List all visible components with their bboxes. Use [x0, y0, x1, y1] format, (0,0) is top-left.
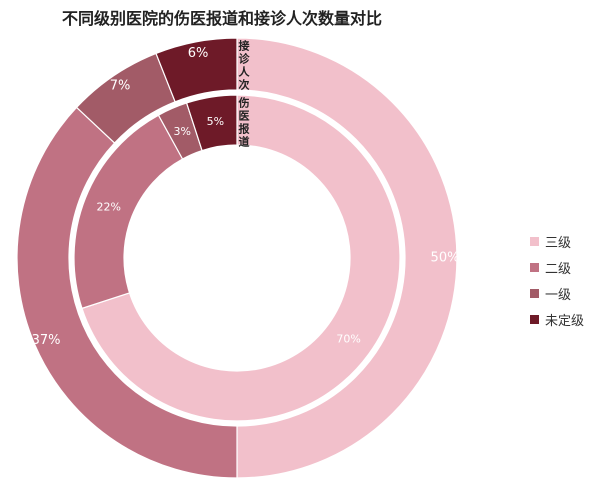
legend-item-unrated[interactable]: 未定级: [530, 306, 584, 332]
outer-slice-unrated: [155, 37, 238, 103]
outer-ring-name-char: 接: [239, 39, 250, 53]
outer-ring-segments: [16, 37, 458, 479]
legend-label: 二级: [545, 261, 572, 277]
inner-ring-name: 伤医报道: [238, 96, 251, 149]
legend: 三级 二级 一级 未定级: [530, 228, 584, 332]
inner-slice-unrated: [185, 94, 238, 152]
legend-swatch: [530, 314, 539, 324]
chart-title: 不同级别医院的伤医报道和接诊人次数量对比: [62, 9, 383, 28]
inner-ring-name-char: 报: [239, 122, 251, 136]
outer-ring-name: 接诊人次: [239, 39, 251, 92]
legend-item-tier3[interactable]: 三级: [530, 228, 584, 254]
legend-swatch: [530, 262, 539, 272]
inner-label-unrated: 5%: [207, 115, 224, 128]
inner-ring-name-char: 伤: [238, 96, 250, 110]
legend-label: 未定级: [545, 313, 585, 329]
outer-ring-name-char: 次: [239, 78, 250, 92]
inner-ring-name-char: 医: [239, 110, 250, 123]
outer-label-tier3: 50%: [431, 251, 460, 266]
outer-ring-name-char: 诊: [239, 52, 251, 66]
legend-swatch: [530, 236, 539, 246]
inner-ring-name-char: 道: [239, 135, 250, 149]
outer-ring-name-char: 人: [239, 65, 251, 79]
inner-label-tier2: 22%: [96, 201, 120, 214]
inner-label-tier1: 3%: [173, 125, 190, 138]
outer-label-tier2: 37%: [32, 333, 61, 348]
legend-item-tier2[interactable]: 二级: [530, 254, 584, 280]
inner-slice-tier3: [81, 94, 401, 422]
inner-label-tier3: 70%: [336, 333, 360, 346]
slice-labels: 70% 22% 3% 5% 50% 37% 7% 6%: [32, 46, 460, 348]
outer-slice-tier3: [236, 37, 458, 479]
outer-label-unrated: 6%: [188, 46, 209, 61]
outer-slice-tier2: [16, 106, 238, 479]
outer-label-tier1: 7%: [110, 78, 131, 93]
legend-item-tier1[interactable]: 一级: [530, 280, 584, 306]
inner-ring-segments: [73, 94, 401, 422]
legend-label: 三级: [545, 235, 572, 251]
legend-label: 一级: [545, 287, 572, 303]
legend-swatch: [530, 288, 539, 298]
